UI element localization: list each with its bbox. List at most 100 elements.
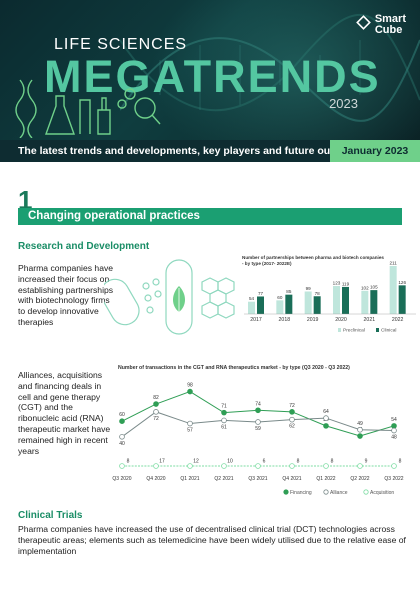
point-label: 8: [127, 459, 130, 465]
legend-swatch: [376, 328, 379, 332]
legend-marker: [363, 489, 369, 495]
brand-line1: Smart: [374, 13, 406, 25]
point-label: 82: [153, 395, 159, 401]
x-tick-label: Q3 2022: [384, 476, 403, 482]
x-tick-label: Q2 2021: [214, 476, 233, 482]
tagline-banner: The latest trends and developments, key …: [0, 140, 420, 162]
point-label: 17: [159, 459, 165, 465]
legend-label: Preclinical: [343, 328, 365, 334]
point-label: 49: [357, 421, 363, 427]
point-alliance: [323, 415, 329, 421]
x-tick-label: Q3 2020: [112, 476, 131, 482]
legend-label: Financing: [290, 490, 312, 496]
bar-label: 78: [315, 291, 321, 296]
point-alliance: [119, 434, 125, 440]
point-financing: [153, 401, 159, 407]
point-alliance: [187, 420, 193, 427]
bar-label: 99: [306, 286, 312, 291]
lab-equipment-icons: [15, 79, 161, 138]
point-acquisition: [187, 463, 193, 469]
bar-clinical-2021: [370, 290, 378, 314]
bar-label: 60: [277, 295, 283, 300]
point-alliance: [357, 426, 363, 433]
transactions-line-chart: Number of transactions in the CGT and RN…: [112, 365, 403, 496]
smart-cube-logo[interactable]: Smart Cube: [355, 13, 406, 36]
legend-label: Alliance: [330, 490, 348, 496]
x-tick-label: 2021: [364, 317, 376, 323]
point-label: 59: [255, 426, 261, 432]
point-financing: [221, 409, 227, 416]
bar-clinical-2019: [313, 296, 321, 314]
point-acquisition: [289, 463, 295, 469]
point-financing: [255, 407, 261, 414]
bar-label: 105: [370, 285, 378, 290]
biotech-illustration: [104, 259, 235, 335]
bar-label: 54: [249, 296, 255, 301]
bar-preclinical-2017: [248, 301, 255, 314]
point-label: 60: [119, 412, 125, 418]
bar-clinical-2022: [398, 285, 406, 314]
legend-label: Clinical: [381, 328, 396, 334]
brand-line2: Cube: [374, 24, 403, 36]
point-label: 57: [187, 428, 193, 434]
point-alliance: [289, 416, 295, 423]
chart1-title-line1: Number of partnerships between pharma an…: [242, 255, 384, 260]
point-financing: [289, 409, 295, 415]
bar-clinical-2017: [257, 296, 264, 314]
point-acquisition: [119, 463, 125, 469]
point-alliance: [255, 419, 261, 425]
point-acquisition: [391, 463, 397, 469]
x-tick-label: 2020: [335, 317, 347, 323]
bar-label: 77: [258, 291, 264, 296]
point-financing: [119, 418, 125, 424]
point-financing: [187, 388, 193, 395]
bar-label: 211: [390, 261, 398, 266]
point-label: 72: [153, 416, 159, 422]
point-acquisition: [255, 463, 261, 469]
date-badge: January 2023: [330, 140, 420, 162]
clinical-heading: Clinical Trials: [18, 510, 83, 521]
point-acquisition: [357, 463, 363, 469]
legend-marker: [283, 489, 289, 495]
point-label: 8: [399, 459, 402, 465]
bar-preclinical-2018: [276, 300, 284, 314]
x-tick-label: 2017: [250, 317, 262, 323]
point-acquisition: [153, 463, 159, 469]
dna-helix-graphic: [120, 14, 420, 122]
bar-preclinical-2019: [304, 291, 312, 314]
point-label: 64: [323, 409, 329, 415]
hero-subtitle: LIFE SCIENCES: [54, 36, 188, 53]
bar-label: 123: [333, 281, 341, 286]
bar-clinical-2020: [342, 286, 349, 314]
point-label: 10: [227, 459, 233, 465]
point-financing: [391, 423, 397, 429]
point-financing: [323, 423, 329, 429]
legend-swatch: [338, 328, 341, 332]
point-label: 8: [331, 459, 334, 465]
point-alliance: [221, 417, 227, 424]
section-number: 1: [18, 185, 33, 215]
bar-preclinical-2021: [361, 290, 369, 314]
hero-year: 2023: [329, 96, 358, 111]
hero-banner: Smart Cube LIFE SCIENCES MEGATRENDS 2023: [0, 0, 420, 140]
chart1-title-line2: - by type (2017- 2022E): [242, 261, 292, 266]
bar-label: 119: [342, 281, 350, 286]
x-tick-label: Q2 2022: [350, 476, 369, 482]
x-tick-label: Q1 2022: [316, 476, 335, 482]
point-financing: [357, 433, 363, 439]
point-alliance: [391, 427, 397, 434]
point-label: 48: [391, 435, 397, 441]
point-label: 8: [297, 459, 300, 465]
x-tick-label: 2019: [307, 317, 319, 323]
bar-label: 126: [398, 280, 406, 285]
bar-label: 85: [286, 289, 292, 294]
bar-preclinical-2020: [333, 286, 340, 314]
section-title-bar: Changing operational practices: [18, 208, 402, 225]
bar-preclinical-2022: [389, 266, 397, 314]
x-tick-label: Q4 2020: [146, 476, 165, 482]
clinical-paragraph: Pharma companies have increased the use …: [18, 524, 406, 556]
point-label: 54: [391, 417, 397, 423]
point-acquisition: [323, 463, 329, 469]
x-tick-label: Q3 2021: [248, 476, 267, 482]
point-label: 9: [365, 459, 368, 465]
